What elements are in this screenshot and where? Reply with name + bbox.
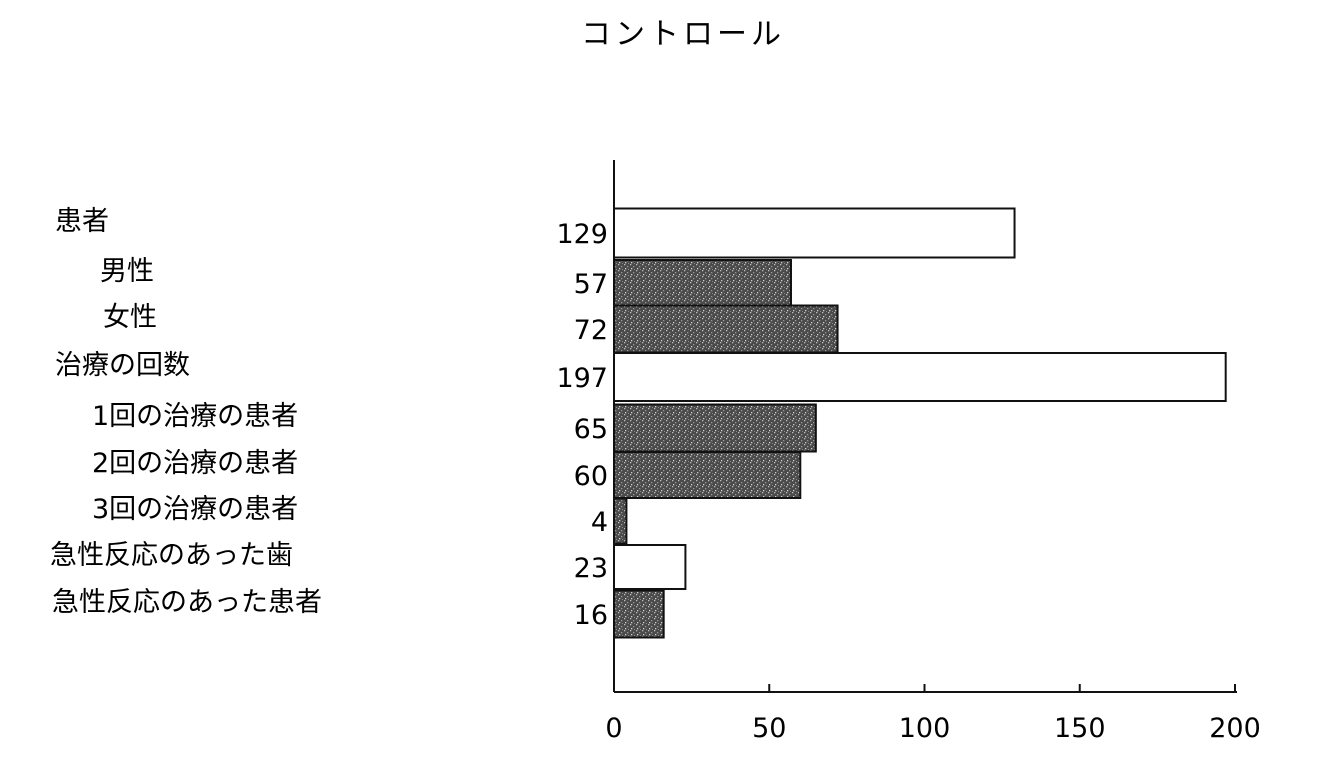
category-label: 急性反応のあった歯 <box>50 540 293 571</box>
chart-title: コントロール <box>581 17 785 52</box>
category-label: 治療の回数 <box>55 350 190 381</box>
bar-value-label: 129 <box>556 219 608 250</box>
category-label: 1回の治療の患者 <box>92 401 298 432</box>
category-label: 男性 <box>100 256 154 287</box>
bar <box>613 589 665 639</box>
bar-value-label: 57 <box>574 269 608 300</box>
category-label: 患者 <box>55 206 109 237</box>
x-tick-label: 0 <box>605 713 622 744</box>
bar <box>613 259 792 307</box>
bar <box>613 304 839 354</box>
x-tick-label: 200 <box>1209 713 1261 744</box>
bar-value-label: 72 <box>574 315 608 346</box>
bar-value-label: 4 <box>591 507 608 538</box>
bar-value-label: 16 <box>574 600 608 631</box>
bar <box>613 497 628 545</box>
bar-value-label: 23 <box>574 553 608 584</box>
category-label: 急性反応のあった患者 <box>52 587 322 618</box>
category-label: 女性 <box>103 302 157 333</box>
bar-value-label: 60 <box>574 461 608 492</box>
bar <box>613 451 802 499</box>
category-label: 3回の治療の患者 <box>92 494 298 525</box>
category-label: 2回の治療の患者 <box>92 448 298 479</box>
bar <box>613 207 1016 259</box>
bar-value-label: 197 <box>556 363 608 394</box>
bar <box>613 403 817 453</box>
bar <box>613 352 1227 402</box>
x-tick-label: 150 <box>1054 713 1106 744</box>
bar <box>613 544 687 590</box>
x-tick-label: 50 <box>752 713 786 744</box>
x-tick-label: 100 <box>899 713 951 744</box>
bar-value-label: 65 <box>574 414 608 445</box>
